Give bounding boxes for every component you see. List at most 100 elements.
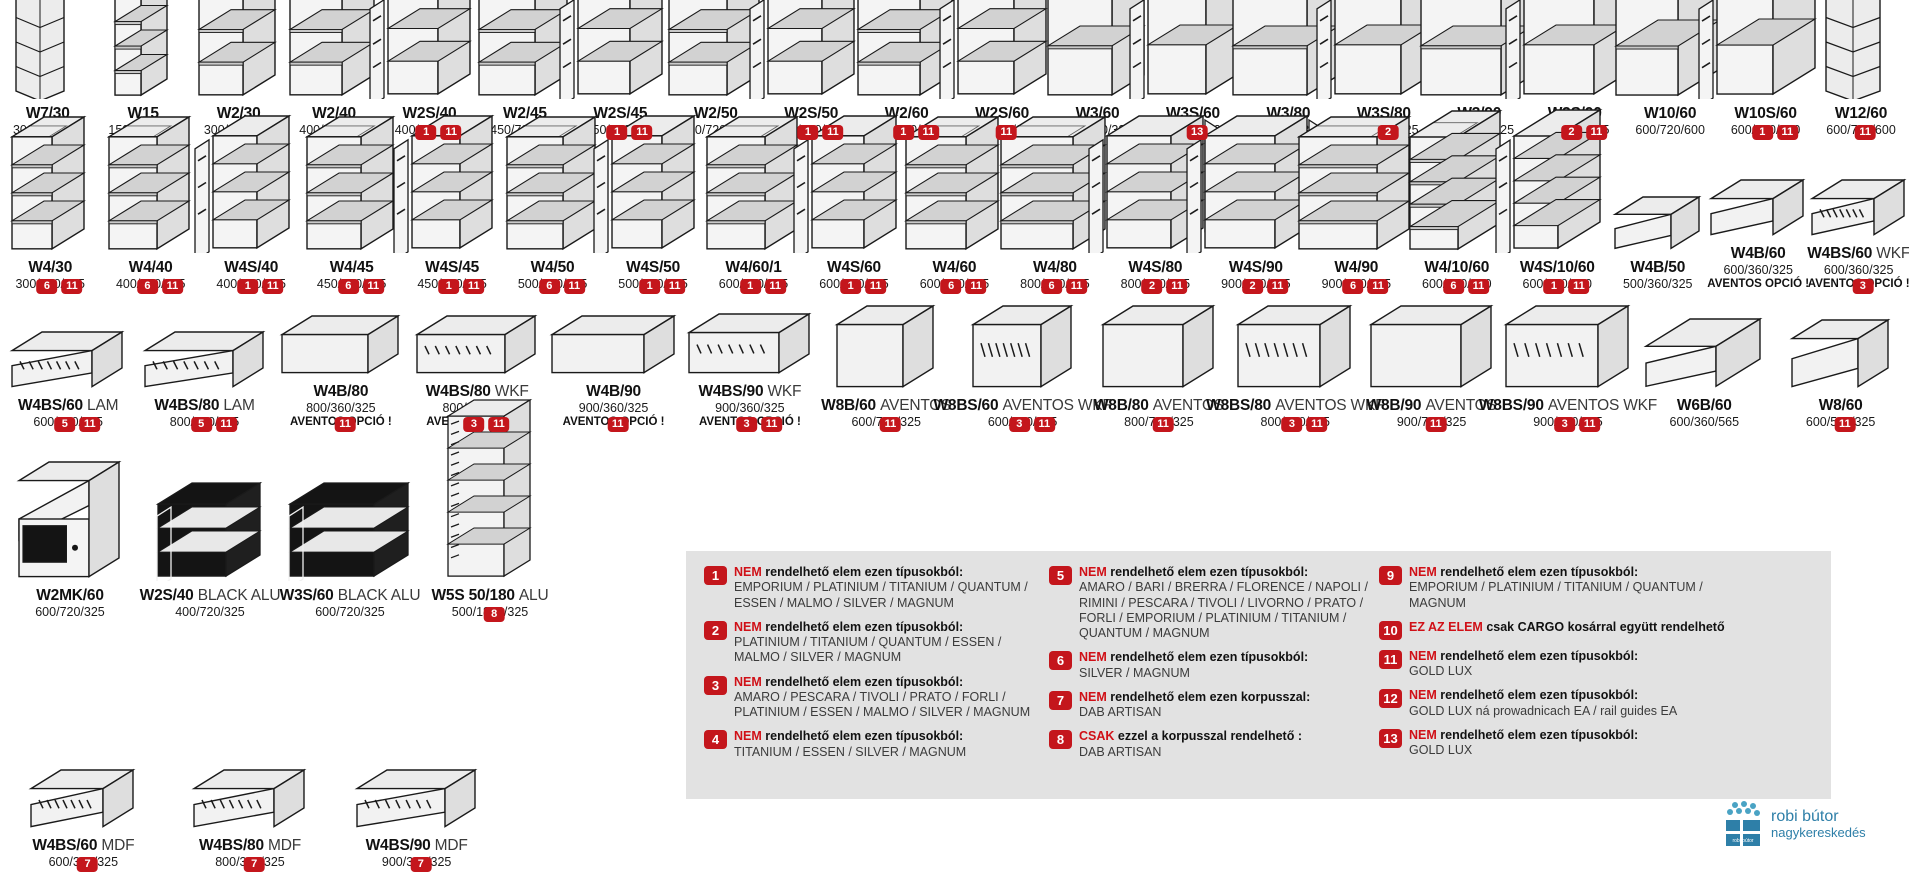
restriction-badge[interactable]: 3 [1008, 417, 1030, 432]
restriction-badge[interactable]: 11 [1367, 279, 1389, 294]
product-cell[interactable]: W2MK/60 600/720/325 [0, 459, 140, 620]
restriction-badge[interactable]: 13 [1186, 125, 1208, 140]
restriction-badge[interactable]: 11 [215, 417, 237, 432]
restriction-badge[interactable]: 3 [1281, 417, 1303, 432]
restriction-badge[interactable]: 11 [1585, 125, 1607, 140]
restriction-badge[interactable]: 11 [917, 125, 939, 140]
restriction-badge[interactable]: 1 [237, 279, 259, 294]
restriction-badge[interactable]: 7 [410, 857, 432, 872]
restriction-badge[interactable]: 11 [631, 125, 653, 140]
restriction-badge[interactable]: 11 [1267, 279, 1289, 294]
restriction-badge[interactable]: 11 [1854, 125, 1876, 140]
restriction-badge[interactable]: 2 [1560, 125, 1582, 140]
product-cell[interactable]: W3S/60 BLACK ALU 600/720/325 [280, 480, 421, 620]
restriction-badge[interactable]: 11 [761, 417, 783, 432]
restriction-badge[interactable]: 2 [1377, 125, 1399, 140]
product-cell[interactable]: 11 W4B/80 800/360/325 AVENTOS OPCIÓ ! [273, 313, 409, 432]
restriction-badge[interactable]: 11 [1166, 279, 1188, 294]
restriction-badge[interactable]: 1 [639, 279, 661, 294]
restriction-badge[interactable]: 7 [243, 857, 265, 872]
restriction-badge[interactable]: 11 [607, 417, 629, 432]
restriction-badge[interactable]: 7 [77, 857, 99, 872]
restriction-badge[interactable]: 11 [1033, 417, 1055, 432]
restriction-badge[interactable]: 6 [337, 279, 359, 294]
restriction-badge[interactable]: 11 [440, 125, 462, 140]
restriction-badge[interactable]: 11 [995, 125, 1017, 140]
restriction-badge[interactable]: 11 [1066, 279, 1088, 294]
restriction-badge[interactable]: 11 [1306, 417, 1328, 432]
restriction-badge[interactable]: 11 [764, 279, 786, 294]
restriction-badge[interactable]: 11 [1467, 279, 1489, 294]
restriction-badge[interactable]: 1 [606, 125, 628, 140]
restriction-badge[interactable]: 11 [1776, 125, 1798, 140]
restriction-badge[interactable]: 1 [1543, 279, 1565, 294]
restriction-badge[interactable]: 11 [965, 279, 987, 294]
restriction-badge[interactable]: 6 [940, 279, 962, 294]
restriction-badge[interactable]: 1 [415, 125, 437, 140]
restriction-badge[interactable]: 11 [1579, 417, 1601, 432]
restriction-badge[interactable]: 11 [262, 279, 284, 294]
restriction-badge[interactable]: 11 [664, 279, 686, 294]
restriction-badge[interactable]: 11 [1834, 417, 1856, 432]
restriction-badge[interactable]: 2 [1141, 279, 1163, 294]
restriction-badge[interactable]: 11 [61, 279, 83, 294]
restriction-badge[interactable]: 6 [36, 279, 58, 294]
product-cell[interactable]: 11 W4B/90 900/360/325 AVENTOS OPCIÓ ! [545, 313, 681, 432]
restriction-badge[interactable]: 11 [362, 279, 384, 294]
restriction-badge[interactable]: 11 [488, 417, 510, 432]
restriction-badge[interactable]: 3 [1852, 279, 1874, 294]
restriction-badge[interactable]: 3 [736, 417, 758, 432]
restriction-badge[interactable]: 11 [1568, 279, 1590, 294]
restriction-badge[interactable]: 11 [822, 125, 844, 140]
restriction-badge[interactable]: 6 [1342, 279, 1364, 294]
restriction-badge[interactable]: 1 [739, 279, 761, 294]
product-cell[interactable]: W2S/40 BLACK ALU 400/720/325 [140, 480, 281, 620]
restriction-badge[interactable]: 6 [136, 279, 158, 294]
product-cell[interactable]: W4B/50 500/360/325 [1608, 194, 1708, 292]
restriction-badge[interactable]: 6 [538, 279, 560, 294]
restriction-badge[interactable]: 1 [438, 279, 460, 294]
restriction-badge[interactable]: 11 [865, 279, 887, 294]
restriction-badge[interactable]: 11 [161, 279, 183, 294]
restriction-badge[interactable]: 11 [563, 279, 585, 294]
restriction-badge[interactable]: 5 [190, 417, 212, 432]
restriction-badge[interactable]: 11 [334, 417, 356, 432]
restriction-badge[interactable]: 11 [463, 279, 485, 294]
restriction-badge[interactable]: 8 [483, 607, 505, 622]
restriction-badge[interactable]: 11 [879, 417, 901, 432]
restriction-badge[interactable]: 3 [1554, 417, 1576, 432]
restriction-badge[interactable]: 2 [1242, 279, 1264, 294]
